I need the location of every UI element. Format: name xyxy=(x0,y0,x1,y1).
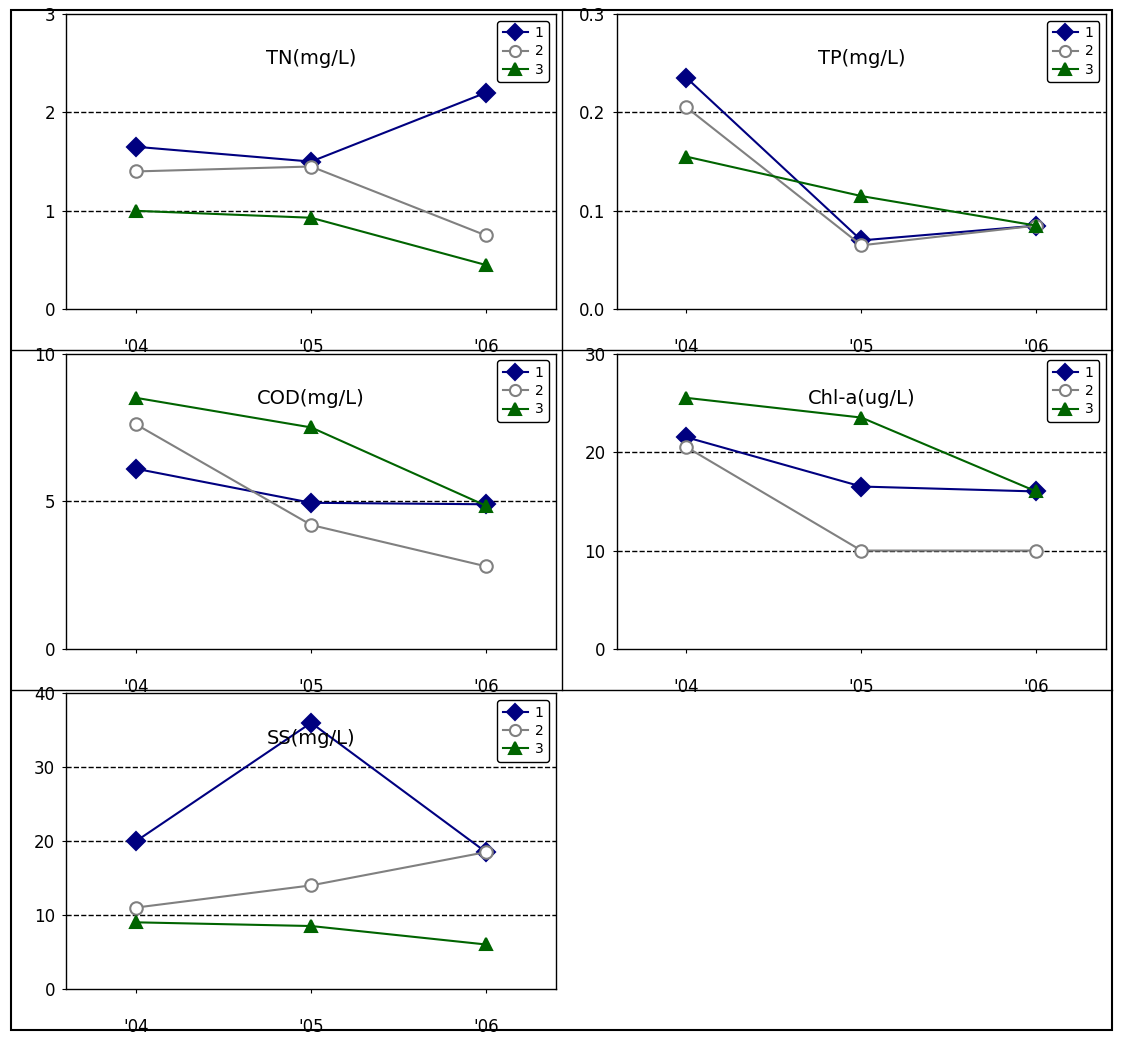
1 xyxy=(1030,486,1043,498)
3 xyxy=(480,259,493,271)
3 xyxy=(1030,219,1043,232)
Legend: 1, 2, 3: 1, 2, 3 xyxy=(497,700,549,761)
Line: 2: 2 xyxy=(681,101,1042,252)
2 xyxy=(855,239,868,252)
Line: 3: 3 xyxy=(130,916,492,951)
3 xyxy=(855,190,868,203)
Text: COD(mg/L): COD(mg/L) xyxy=(257,389,365,408)
2 xyxy=(1030,219,1043,232)
1 xyxy=(129,140,143,153)
Text: '05: '05 xyxy=(299,338,323,357)
Line: 1: 1 xyxy=(681,431,1042,498)
1 xyxy=(855,480,868,493)
2 xyxy=(304,160,318,173)
3 xyxy=(1030,486,1043,498)
Text: '06: '06 xyxy=(473,678,499,696)
Text: SS(mg/L): SS(mg/L) xyxy=(267,729,356,748)
1 xyxy=(480,86,493,99)
Line: 1: 1 xyxy=(681,72,1042,246)
Text: Chl-a(ug/L): Chl-a(ug/L) xyxy=(807,389,915,408)
1 xyxy=(679,72,693,84)
Text: '06: '06 xyxy=(1023,678,1049,696)
3 xyxy=(129,205,143,217)
Line: 1: 1 xyxy=(130,717,492,858)
Text: '05: '05 xyxy=(299,1018,323,1036)
3 xyxy=(480,938,493,951)
3 xyxy=(304,211,318,224)
2 xyxy=(1030,544,1043,556)
3 xyxy=(855,412,868,424)
1 xyxy=(304,155,318,167)
2 xyxy=(304,879,318,891)
2 xyxy=(304,519,318,531)
1 xyxy=(855,234,868,246)
3 xyxy=(304,919,318,932)
Line: 1: 1 xyxy=(130,463,492,511)
Text: TN(mg/L): TN(mg/L) xyxy=(266,49,356,69)
1 xyxy=(304,717,318,729)
2 xyxy=(679,441,693,453)
Text: '04: '04 xyxy=(124,338,149,357)
Line: 3: 3 xyxy=(130,205,492,271)
3 xyxy=(129,916,143,929)
Text: '05: '05 xyxy=(849,338,874,357)
Text: '04: '04 xyxy=(674,338,700,357)
1 xyxy=(480,846,493,858)
1 xyxy=(1030,219,1043,232)
2 xyxy=(679,101,693,113)
Line: 2: 2 xyxy=(130,846,492,914)
Text: '06: '06 xyxy=(1023,338,1049,357)
3 xyxy=(480,499,493,512)
Legend: 1, 2, 3: 1, 2, 3 xyxy=(497,361,549,422)
1 xyxy=(480,498,493,511)
Text: TP(mg/L): TP(mg/L) xyxy=(818,49,905,69)
2 xyxy=(480,229,493,241)
3 xyxy=(304,421,318,434)
1 xyxy=(304,496,318,509)
Legend: 1, 2, 3: 1, 2, 3 xyxy=(1048,21,1099,82)
Text: '06: '06 xyxy=(473,338,499,357)
Line: 2: 2 xyxy=(130,160,492,241)
Text: '04: '04 xyxy=(124,1018,149,1036)
2 xyxy=(129,418,143,431)
Line: 2: 2 xyxy=(130,418,492,573)
2 xyxy=(480,846,493,858)
Text: '05: '05 xyxy=(849,678,874,696)
Line: 1: 1 xyxy=(130,86,492,167)
3 xyxy=(129,392,143,405)
1 xyxy=(129,463,143,475)
2 xyxy=(129,165,143,178)
Line: 3: 3 xyxy=(130,392,492,512)
3 xyxy=(679,392,693,405)
Line: 3: 3 xyxy=(681,392,1042,498)
Legend: 1, 2, 3: 1, 2, 3 xyxy=(497,21,549,82)
3 xyxy=(679,151,693,163)
2 xyxy=(855,544,868,556)
Line: 2: 2 xyxy=(681,441,1042,556)
Legend: 1, 2, 3: 1, 2, 3 xyxy=(1048,361,1099,422)
Line: 3: 3 xyxy=(681,151,1042,232)
1 xyxy=(679,431,693,443)
Text: '06: '06 xyxy=(473,1018,499,1036)
Text: '04: '04 xyxy=(674,678,700,696)
Text: '05: '05 xyxy=(299,678,323,696)
1 xyxy=(129,835,143,848)
2 xyxy=(129,902,143,914)
2 xyxy=(480,561,493,573)
Text: '04: '04 xyxy=(124,678,149,696)
